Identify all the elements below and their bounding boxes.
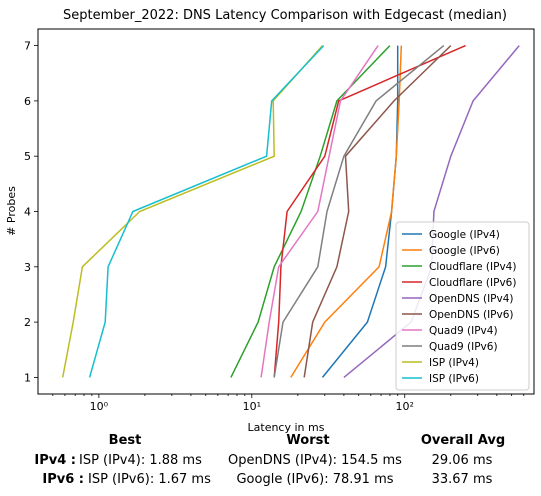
legend-label: OpenDNS (IPv4) xyxy=(429,293,514,305)
summary-avg-value: 33.67 ms xyxy=(432,472,493,487)
series-line xyxy=(273,44,466,378)
legend-box xyxy=(395,221,530,391)
chart-title: September_2022: DNS Latency Comparison w… xyxy=(63,8,507,23)
summary-worst-value: OpenDNS (IPv4): 154.5 ms xyxy=(228,453,402,468)
y-tick-label: 3 xyxy=(24,261,31,274)
summary-table: Best Worst Overall Avg IPv4 : ISP (IPv4)… xyxy=(34,433,505,487)
y-tick-label: 2 xyxy=(24,316,31,329)
summary-row-label: IPv6 : xyxy=(42,472,84,487)
series-line xyxy=(61,45,324,378)
series-line xyxy=(303,45,452,378)
legend-label: Google (IPv6) xyxy=(429,245,500,257)
legend-label: Quad9 (IPv6) xyxy=(429,341,498,353)
series-line xyxy=(88,45,325,378)
legend-label: Cloudflare (IPv6) xyxy=(429,277,516,289)
legend: Google (IPv4) Google (IPv6) Cloudflare (IP… xyxy=(395,221,530,391)
summary-header-worst: Worst xyxy=(286,433,329,448)
y-tick-label: 6 xyxy=(24,95,31,108)
series-line xyxy=(321,45,399,378)
series-line xyxy=(273,45,445,378)
legend-label: ISP (IPv4) xyxy=(429,357,479,369)
legend-label: OpenDNS (IPv6) xyxy=(429,309,514,321)
y-tick-label: 4 xyxy=(24,206,31,219)
axis-layer: 10⁰ 10¹ 10² 1 2 3 4 5 6 7 xyxy=(24,40,525,413)
series-line xyxy=(260,45,379,378)
x-tick-label: 10² xyxy=(396,400,414,413)
legend-label: ISP (IPv6) xyxy=(429,373,479,385)
summary-header-best: Best xyxy=(109,433,142,448)
summary-header-avg: Overall Avg xyxy=(421,433,505,448)
x-tick-label: 10⁰ xyxy=(90,400,109,413)
y-tick-label: 5 xyxy=(24,150,31,163)
summary-best-value: ISP (IPv4): 1.88 ms xyxy=(79,453,202,468)
summary-worst-value: Google (IPv6): 78.91 ms xyxy=(236,472,393,487)
y-axis-label: # Probes xyxy=(5,186,18,236)
x-axis-label: Latency in ms xyxy=(248,421,325,434)
series-line xyxy=(230,45,391,378)
series-line xyxy=(290,45,403,378)
y-tick-label: 1 xyxy=(24,371,31,384)
summary-row-label: IPv4 : xyxy=(34,453,76,468)
legend-label: Cloudflare (IPv4) xyxy=(429,261,516,273)
summary-avg-value: 29.06 ms xyxy=(432,453,493,468)
legend-label: Quad9 (IPv4) xyxy=(429,325,498,337)
x-tick-label: 10¹ xyxy=(243,400,261,413)
summary-best-value: ISP (IPv6): 1.67 ms xyxy=(88,472,211,487)
y-tick-label: 7 xyxy=(24,40,31,53)
legend-label: Google (IPv4) xyxy=(429,229,500,241)
